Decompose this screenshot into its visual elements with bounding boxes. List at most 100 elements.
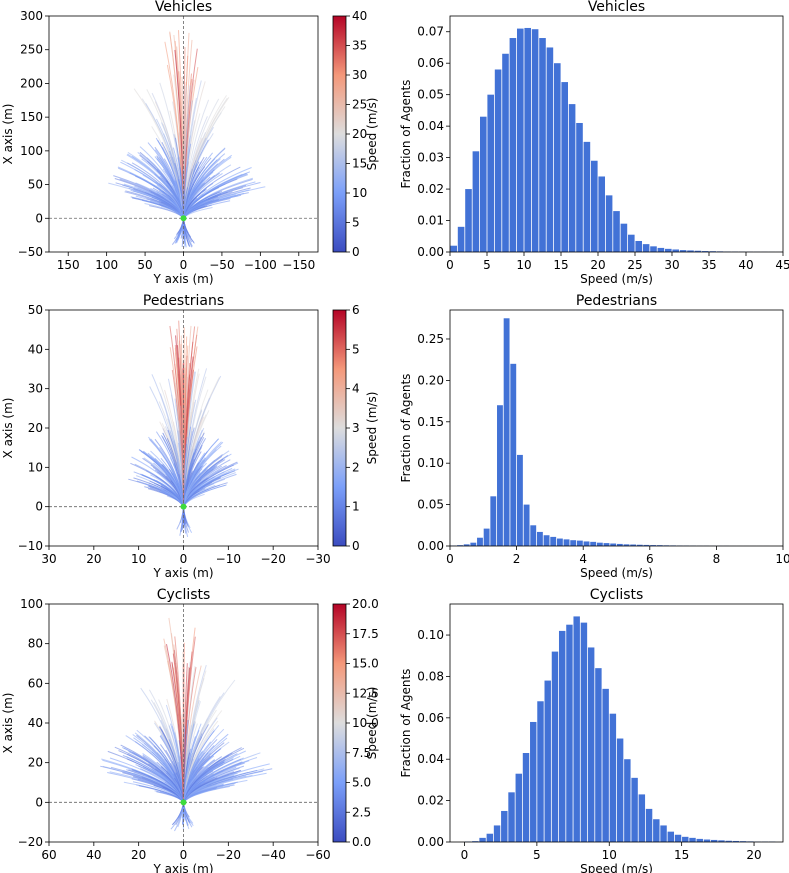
bar [530,721,537,842]
y-tick-label: 250 [20,43,43,57]
bar [650,545,657,546]
bar [573,616,580,842]
bar [558,630,566,842]
colorbar-label: Speed (m/s) [365,392,379,465]
colorbar: 0 1 2 3 4 5 6 Speed (m/s) [332,303,379,553]
x-tick-label: 10 [775,552,789,566]
bar [623,544,630,546]
y-tick-label: 0.00 [417,245,444,259]
y-tick-label: 0.25 [417,332,444,346]
origin-marker [180,215,187,222]
bar [537,701,544,842]
colorbar-tick-label: 2.5 [352,805,371,819]
bar [568,104,576,253]
bar [642,244,650,252]
bar [470,542,477,546]
bar [667,831,675,842]
x-tick-label: 25 [627,258,642,272]
trajectory-plot-pedestrians: 30 20 10 0 −10 −20 −30−1001020304050Pedestrian… [1,293,379,580]
bar [465,189,472,252]
histogram-pedestrians: 0 2 4 6 8 10 0.00 0.05 0.10 0.15 0.20 0.25 Pedestria… [399,293,789,580]
trajectory [169,31,184,219]
x-tick-label: 40 [86,848,101,862]
origin-marker [180,799,187,806]
x-tick-label: −100 [244,258,277,272]
bar [457,226,465,252]
bar [524,27,531,252]
x-tick-label: 150 [57,258,80,272]
x-tick-label: 35 [701,258,716,272]
bar [450,245,457,252]
colorbar-tick-label: 30 [352,68,367,82]
y-tick-label: 40 [28,342,43,356]
x-tick-label: −30 [305,552,330,566]
bar [628,234,635,252]
bar [616,738,624,842]
bar [515,773,522,842]
colorbar-label: Speed (m/s) [365,687,379,760]
y-tick-label: 0 [35,795,43,809]
plot-title: Vehicles [155,0,212,15]
bar [689,837,696,842]
bar [539,38,546,252]
x-tick-label: 50 [137,258,152,272]
bar [624,759,631,842]
colorbar-tick-label: 0 [352,539,360,553]
x-tick-label: −50 [209,258,234,272]
bar [570,540,577,546]
bar [517,454,523,546]
bar [636,544,643,546]
x-tick-label: −150 [282,258,315,272]
bar [463,544,470,546]
bar [551,651,559,842]
bar [610,543,617,546]
bar [494,69,502,252]
bar [631,777,638,842]
x-tick-label: 0 [446,552,454,566]
bar [530,525,537,546]
bar [702,251,709,252]
y-axis-label: Fraction of Agents [399,80,413,189]
bar [583,141,591,252]
bar [522,753,530,842]
colorbar-tick-label: 0 [352,245,360,259]
bar [576,540,583,546]
y-tick-label: 0.04 [417,752,444,766]
bar [620,223,628,252]
bar [679,250,687,252]
bar [613,211,620,252]
colorbar-gradient [332,309,347,547]
x-tick-label: −40 [261,848,286,862]
bar [503,318,510,546]
x-axis-label: Speed (m/s) [580,862,653,873]
y-tick-label: 50 [28,303,43,317]
origin-marker [180,503,187,510]
x-tick-label: 0 [180,552,188,566]
colorbar-tick-label: 17.5 [352,627,379,641]
bar [554,63,561,253]
bar [490,496,497,546]
x-tick-label: −10 [216,552,241,566]
bar [657,247,665,252]
x-tick-label: 0 [180,258,188,272]
trajectory-lines [108,30,266,248]
colorbar-tick-label: 3 [352,421,360,435]
bar [703,839,711,842]
bar [497,405,503,546]
bar [732,840,740,842]
trajectory-lines [128,320,239,538]
plot-title: Vehicles [588,0,645,15]
bar [590,541,597,546]
y-axis-label: Fraction of Agents [399,374,413,483]
colorbar-tick-label: 4 [352,382,360,396]
colorbar-tick-label: 10 [352,186,367,200]
colorbar-tick-label: 1 [352,500,360,514]
trajectory-lines [100,617,273,832]
y-axis-label: X axis (m) [1,104,15,165]
bar [605,195,613,252]
bar [725,840,732,842]
x-tick-label: 5 [533,848,541,862]
y-tick-label: 300 [20,9,43,23]
bar [650,246,657,252]
